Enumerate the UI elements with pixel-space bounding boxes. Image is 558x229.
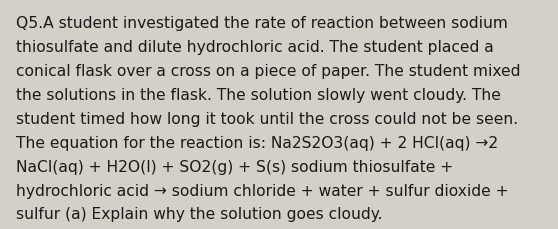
Text: The equation for the reaction is: Na2S2O3(aq) + 2 HCl(aq) →2: The equation for the reaction is: Na2S2O… — [16, 135, 498, 150]
Text: the solutions in the flask. The solution slowly went cloudy. The: the solutions in the flask. The solution… — [16, 87, 501, 102]
Text: sulfur (a) Explain why the solution goes cloudy.: sulfur (a) Explain why the solution goes… — [16, 207, 382, 221]
Text: NaCl(aq) + H2O(l) + SO2(g) + S(s) sodium thiosulfate +: NaCl(aq) + H2O(l) + SO2(g) + S(s) sodium… — [16, 159, 453, 174]
Text: Q5.A student investigated the rate of reaction between sodium: Q5.A student investigated the rate of re… — [16, 16, 507, 31]
Text: hydrochloric acid → sodium chloride + water + sulfur dioxide +: hydrochloric acid → sodium chloride + wa… — [16, 183, 508, 198]
Text: conical flask over a cross on a piece of paper. The student mixed: conical flask over a cross on a piece of… — [16, 64, 520, 79]
Text: thiosulfate and dilute hydrochloric acid. The student placed a: thiosulfate and dilute hydrochloric acid… — [16, 40, 493, 55]
Text: student timed how long it took until the cross could not be seen.: student timed how long it took until the… — [16, 111, 518, 126]
